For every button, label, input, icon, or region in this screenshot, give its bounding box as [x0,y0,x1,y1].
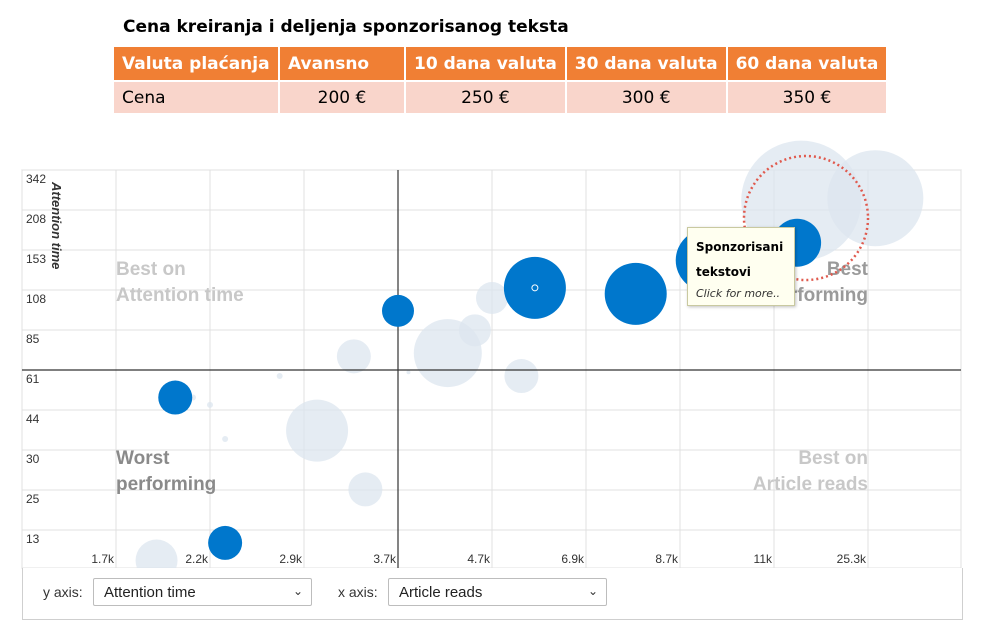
background-bubble [458,314,491,347]
x-tick-label: 3.7k [373,552,397,566]
axis-controls: y axis: Attention time ⌄ x axis: Article… [22,568,963,620]
price-table-header-row: Valuta plaćanja Avansno 10 dana valuta 3… [114,47,889,81]
x-axis-label: x axis: [338,584,378,600]
x-tick-label: 1.7k [91,552,115,566]
x-tick-label: 2.9k [279,552,303,566]
highlight-bubble [604,262,667,325]
tooltip-link[interactable]: Click for more.. [696,287,781,300]
background-bubble [222,435,229,442]
header-cell-30-days: 30 dana valuta [565,47,728,81]
background-bubble [504,359,539,394]
background-bubble [827,150,924,247]
quadrant-label-worst-performing: performing [116,474,216,495]
x-axis-select[interactable]: Article reads ⌄ [388,578,607,606]
y-tick-label: 44 [26,412,40,426]
price-cell-advance: 200 € [279,80,406,113]
background-bubble [476,282,508,314]
highlight-bubble [158,380,193,415]
highlight-bubble [382,294,414,327]
y-tick-label: 153 [26,252,46,266]
background-bubble [286,399,349,462]
bubble-chart: Best on Attention time Best performing Worst… [0,140,982,600]
price-cell-30-days: 300 € [565,80,728,113]
y-tick-label: 13 [26,532,40,546]
x-axis-select-value: Article reads [399,584,483,601]
quadrant-label-best-article-reads: Best on [798,448,868,469]
header-cell-advance: Avansno [279,47,406,81]
header-cell-10-days: 10 dana valuta [405,47,567,81]
y-tick-label: 30 [26,452,40,466]
x-tick-label: 4.7k [467,552,491,566]
quadrant-label-best-attention: Attention time [116,285,244,306]
chevron-down-icon: ⌄ [587,584,598,598]
x-tick-label: 25.3k [837,552,867,566]
focus-ring [742,154,870,282]
quadrant-label-worst-performing: Worst [116,448,170,469]
background-bubble [276,373,283,380]
quadrant-label-best-article-reads: Article reads [753,474,868,495]
background-bubble [336,339,371,374]
page-title: Cena kreiranja i deljenja sponzorisanog … [123,17,569,37]
y-axis-select-value: Attention time [104,584,196,601]
selected-point-marker [531,284,539,292]
chevron-down-icon: ⌄ [292,584,303,598]
price-table: Valuta plaćanja Avansno 10 dana valuta 3… [114,47,889,113]
tooltip[interactable]: Sponzorisani tekstovi Click for more.. [687,227,795,306]
header-cell-payment: Valuta plaćanja [114,47,280,81]
header-cell-60-days: 60 dana valuta [726,47,889,81]
y-tick-label: 25 [26,492,40,506]
price-cell-60-days: 350 € [726,80,889,113]
highlight-bubble [208,525,243,560]
price-cell-label: Cena [114,80,280,113]
quadrant-label-best-performing: Best [827,259,869,280]
x-tick-label: 8.7k [655,552,679,566]
price-table-row: Cena 200 € 250 € 300 € 350 € [114,80,889,113]
chart-svg: Best on Attention time Best performing Worst… [21,140,962,590]
y-tick-label: 61 [26,372,40,386]
y-axis-label: y axis: [43,584,83,600]
tooltip-title: Sponzorisani tekstovi [696,240,784,279]
y-tick-label: 85 [26,332,40,346]
highlight-bubble [503,256,566,319]
background-bubble [207,401,213,408]
background-bubble [406,370,411,375]
x-tick-label: 2.2k [185,552,209,566]
price-cell-10-days: 250 € [405,80,567,113]
y-axis-select[interactable]: Attention time ⌄ [93,578,312,606]
x-tick-label: 6.9k [561,552,585,566]
y-tick-label: 208 [26,212,46,226]
background-bubble [348,472,383,507]
quadrant-label-best-attention: Best on [116,259,186,280]
y-tick-label: 108 [26,292,46,306]
x-tick-label: 11k [754,552,773,566]
y-axis-title: Attention time [49,181,64,269]
y-tick-label: 342 [26,172,46,186]
